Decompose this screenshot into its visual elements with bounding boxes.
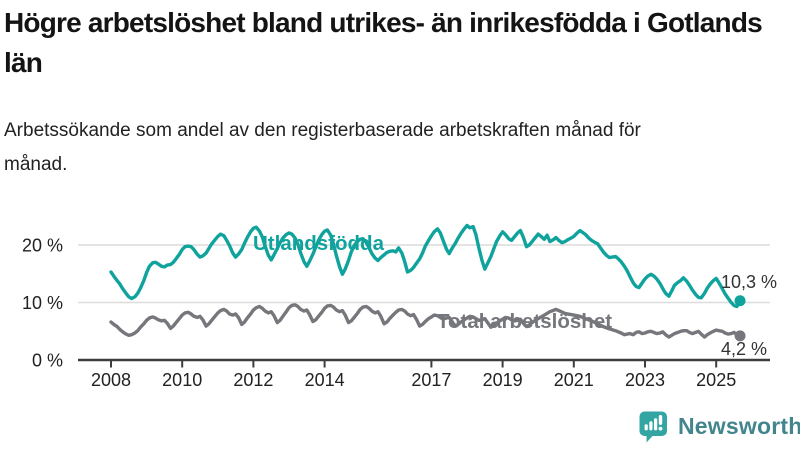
series-end-dot-0 — [734, 295, 746, 307]
newsworthy-logo: Newsworthy — [638, 410, 800, 443]
y-tick-label: 10 % — [22, 293, 63, 313]
x-tick-label: 2014 — [305, 370, 345, 390]
chart-subtitle: Arbetssökande som andel av den registerb… — [4, 120, 641, 175]
series-label-0: Utlandsfödda — [253, 232, 385, 255]
page-title: Högre arbetslöshet bland utrikes- än inr… — [4, 7, 763, 78]
x-tick-label: 2025 — [696, 370, 736, 390]
x-tick-label: 2010 — [162, 370, 202, 390]
y-tick-label: 0 % — [32, 351, 63, 371]
x-tick-label: 2012 — [233, 370, 273, 390]
newsworthy-wordmark: Newsworthy — [678, 413, 800, 439]
series-line-0 — [109, 223, 742, 309]
series-end-value-0: 10,3 % — [721, 272, 777, 292]
x-tick-label: 2017 — [411, 370, 451, 390]
x-tick-label: 2008 — [91, 370, 131, 390]
series-label-1: Total arbetslöshet — [437, 310, 612, 333]
newsworthy-chart-bubble-icon — [639, 411, 667, 443]
series-end-dot-1 — [734, 330, 746, 342]
series-end-value-1: 4,2 % — [721, 339, 767, 359]
x-tick-label: 2023 — [625, 370, 665, 390]
x-tick-label: 2019 — [483, 370, 523, 390]
x-tick-label: 2021 — [554, 370, 594, 390]
series-line-1 — [109, 303, 742, 339]
y-tick-label: 20 % — [22, 236, 63, 256]
